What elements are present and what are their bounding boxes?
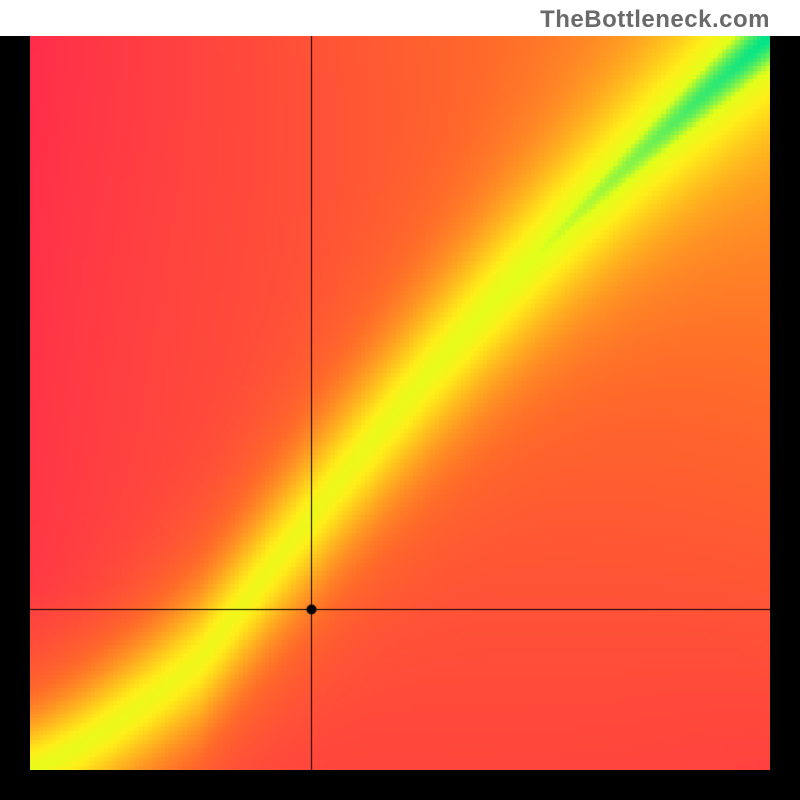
heatmap-canvas (30, 36, 770, 770)
attribution-text: TheBottleneck.com (540, 6, 770, 34)
plot-area (30, 36, 770, 770)
chart-frame (0, 36, 800, 800)
